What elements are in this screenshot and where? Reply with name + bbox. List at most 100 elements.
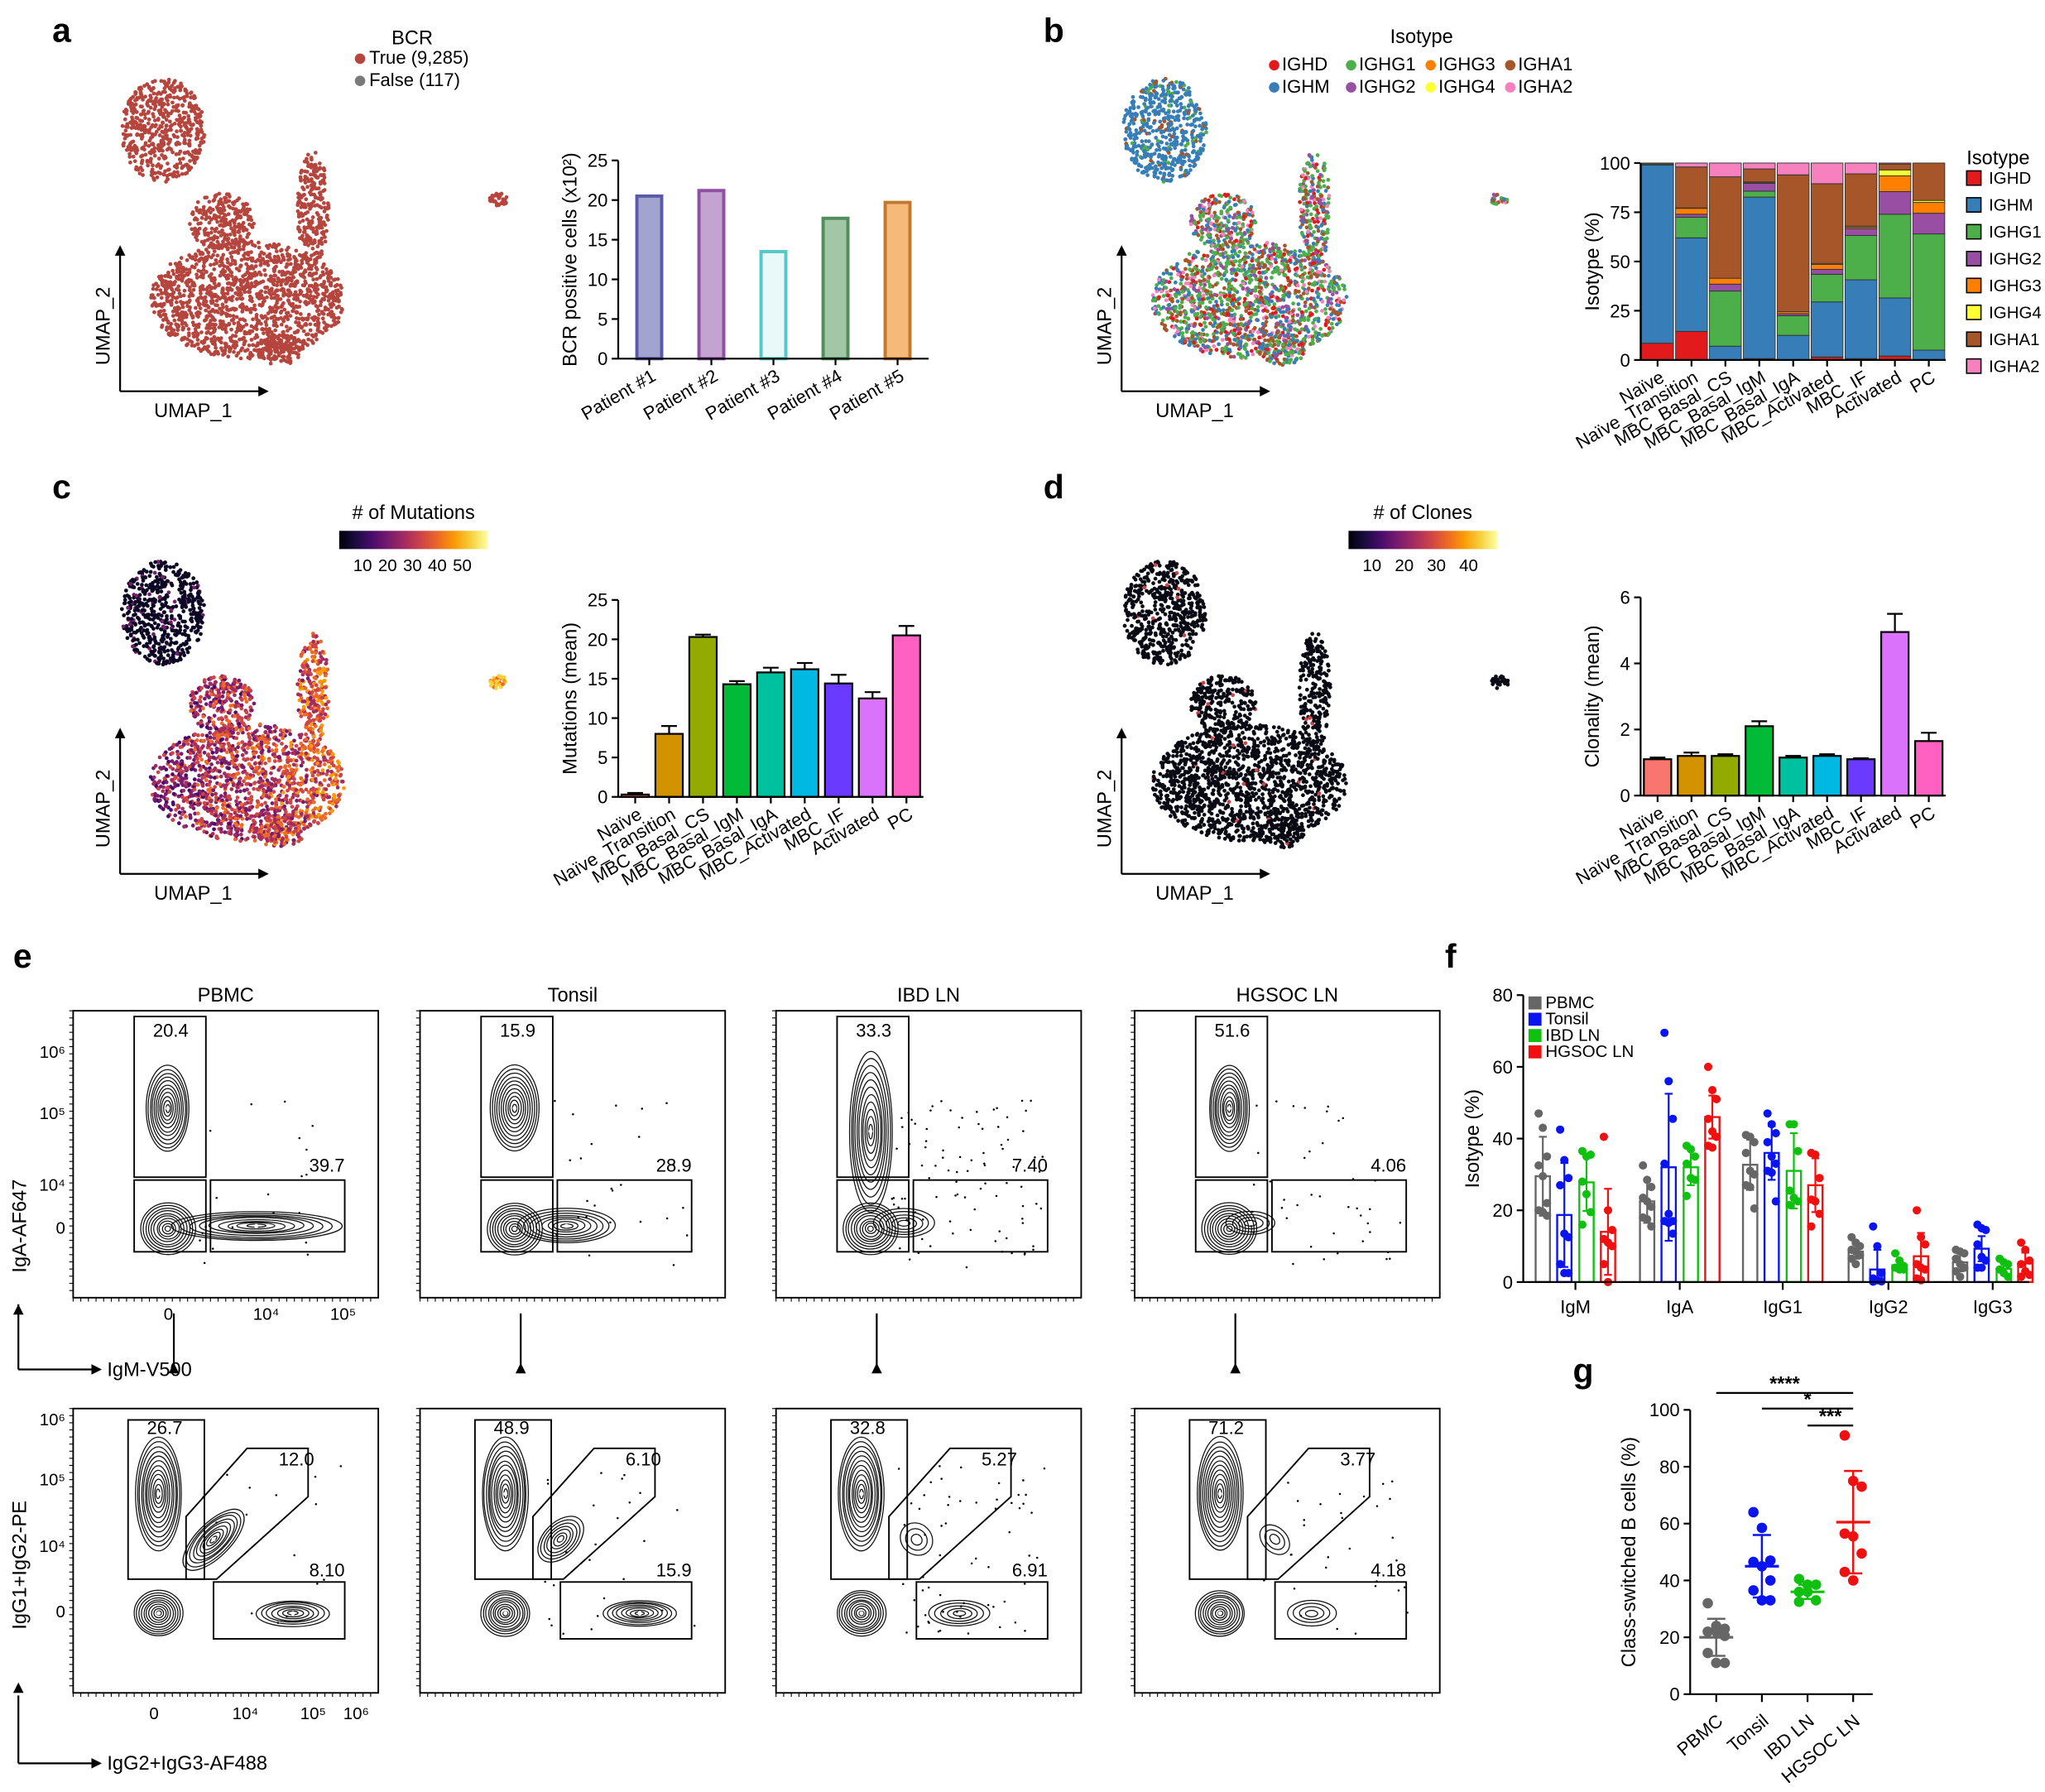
umap-cell-point (292, 341, 297, 346)
umap-cell-point (1281, 310, 1286, 315)
umap-cell-point (272, 273, 277, 278)
umap-cell-point (1257, 270, 1262, 275)
umap-cell-point (272, 277, 276, 282)
umap-cell-point (1213, 309, 1218, 313)
umap-cell-point (178, 161, 183, 166)
umap-cell-point (1181, 285, 1186, 290)
umap-cell-point (1264, 319, 1269, 324)
umap-cell-point (1217, 252, 1222, 257)
umap-cell-point (1139, 89, 1144, 94)
umap-cell-point (1303, 265, 1308, 270)
umap-cell-point (175, 162, 180, 167)
umap-cell-point (242, 335, 247, 340)
umap-cell-point (245, 235, 249, 239)
umap-cell-point (1264, 276, 1269, 281)
umap-cell-point (1174, 126, 1179, 131)
umap-cell-point (250, 299, 254, 304)
umap-cell-point (1236, 297, 1241, 301)
umap-cell-point (228, 232, 233, 237)
umap-cell-point (1205, 316, 1209, 320)
umap-cell-point (138, 123, 142, 127)
umap-cell-point (274, 305, 279, 310)
umap-cell-point (1186, 110, 1191, 114)
umap-cell-point (1283, 247, 1287, 252)
umap-cell-point (1180, 138, 1185, 143)
umap-cell-point (175, 328, 180, 333)
umap-cell-point (494, 203, 499, 208)
umap-cell-point (210, 315, 215, 319)
umap-cell-point (1283, 243, 1287, 248)
umap-cell-point (1323, 161, 1327, 166)
umap-cell-point (1255, 330, 1260, 334)
umap-cell-point (1289, 333, 1294, 338)
umap-cell-point (147, 138, 152, 143)
umap-cell-point (1213, 244, 1217, 249)
umap-cell-point (257, 245, 262, 250)
umap-cell-point (182, 141, 186, 145)
umap-cell-point (223, 326, 228, 331)
umap-cell-point (1198, 210, 1203, 214)
umap-cell-point (1180, 81, 1185, 86)
umap-cell-point (180, 325, 185, 330)
umap-cell-point (290, 271, 295, 275)
umap-cell-point (309, 264, 314, 269)
umap-cell-point (151, 114, 156, 119)
umap-cell-point (201, 347, 205, 352)
umap-cell-point (204, 291, 209, 295)
umap-cell-point (1168, 94, 1173, 98)
umap-cell-point (1175, 103, 1179, 108)
umap-cell-point (165, 286, 169, 291)
umap-cell-point (232, 245, 236, 250)
umap-cell-point (295, 355, 300, 359)
umap-cell-point (1302, 283, 1307, 287)
umap-cell-point (1155, 128, 1159, 133)
umap-cell-point (305, 185, 310, 190)
umap-cell-point (1295, 313, 1300, 318)
umap-cell-point (318, 303, 323, 308)
umap-cell-point (1171, 267, 1176, 271)
umap-cell-point (159, 295, 164, 300)
umap-cell-point (166, 77, 171, 82)
umap-cell-point (1341, 283, 1345, 288)
umap-cell-point (1252, 247, 1257, 252)
umap-cell-point (204, 317, 209, 322)
umap-cell-point (281, 318, 286, 322)
umap-cell-point (1299, 294, 1303, 299)
umap-cell-point (133, 98, 137, 103)
umap-cell-point (1163, 116, 1168, 120)
umap-cell-point (1251, 302, 1255, 307)
umap-cell-point (1332, 308, 1336, 313)
umap-cell-point (329, 291, 333, 296)
umap-cell-point (249, 271, 254, 276)
umap-cell-point (1207, 338, 1212, 343)
umap-cell-point (232, 281, 237, 286)
umap-cell-point (1327, 273, 1331, 278)
umap-cell-point (129, 140, 134, 145)
umap-cell-point (1284, 304, 1289, 309)
umap-cell-point (214, 226, 218, 231)
umap-cell-point (1282, 339, 1287, 344)
umap-cell-point (1171, 109, 1176, 114)
umap-cell-point (1225, 243, 1229, 247)
umap-cell-point (209, 262, 213, 267)
umap-cell-point (199, 123, 204, 128)
umap-cell-point (1217, 308, 1222, 313)
umap-cell-point (1230, 301, 1235, 306)
umap-cell-point (228, 251, 233, 256)
umap-cell-point (1193, 117, 1198, 122)
umap-cell-point (338, 291, 343, 295)
umap-cell-point (1221, 266, 1226, 270)
umap-cell-point (243, 251, 247, 256)
umap-cell-point (1157, 312, 1161, 316)
umap-cell-point (170, 282, 175, 287)
umap-cell-point (228, 223, 233, 228)
umap-cell-point (1262, 262, 1267, 267)
umap-cell-point (161, 135, 166, 139)
umap-cell-point (182, 123, 187, 127)
umap-cell-point (1337, 317, 1342, 322)
umap-cell-point (1140, 139, 1145, 144)
umap-cell-point (1308, 302, 1313, 307)
umap-cell-point (162, 86, 167, 91)
umap-cell-point (1179, 281, 1183, 286)
umap-cell-point (1253, 299, 1258, 304)
